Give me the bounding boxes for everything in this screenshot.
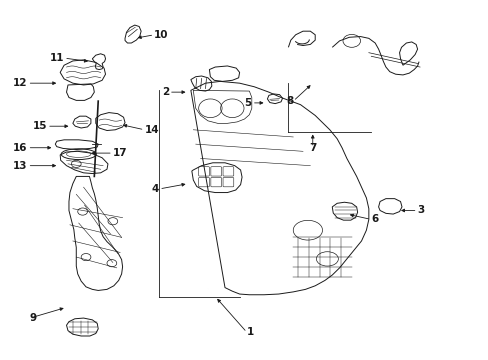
Text: 14: 14 [144,125,159,135]
Text: 15: 15 [32,121,47,131]
Text: 9: 9 [30,313,37,323]
Text: 6: 6 [370,215,378,224]
Text: 13: 13 [13,161,27,171]
Text: 1: 1 [246,327,254,337]
Text: 3: 3 [417,206,424,216]
Text: 7: 7 [308,143,316,153]
Text: 11: 11 [49,53,64,63]
Text: 4: 4 [151,184,159,194]
Text: 12: 12 [13,78,27,88]
Text: 2: 2 [162,87,168,97]
Text: 16: 16 [13,143,27,153]
Text: 8: 8 [285,96,293,106]
Text: 5: 5 [244,98,251,108]
Text: 17: 17 [113,148,127,158]
Text: 10: 10 [154,30,168,40]
